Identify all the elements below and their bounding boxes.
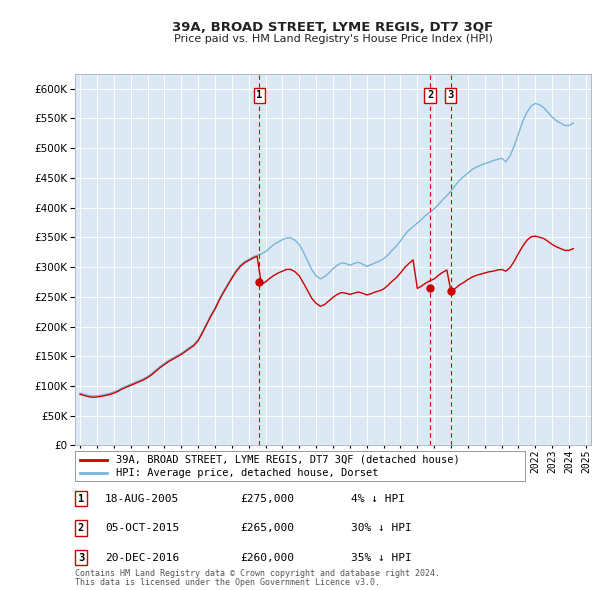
Text: 3: 3 [78, 553, 84, 562]
Text: 1: 1 [78, 494, 84, 503]
Text: £265,000: £265,000 [240, 523, 294, 533]
Text: Contains HM Land Registry data © Crown copyright and database right 2024.: Contains HM Land Registry data © Crown c… [75, 569, 440, 578]
Text: £260,000: £260,000 [240, 553, 294, 562]
Text: 18-AUG-2005: 18-AUG-2005 [105, 494, 179, 503]
Text: 39A, BROAD STREET, LYME REGIS, DT7 3QF: 39A, BROAD STREET, LYME REGIS, DT7 3QF [172, 21, 494, 34]
Text: 2: 2 [427, 90, 433, 100]
Text: This data is licensed under the Open Government Licence v3.0.: This data is licensed under the Open Gov… [75, 578, 380, 587]
Text: 20-DEC-2016: 20-DEC-2016 [105, 553, 179, 562]
Text: 4% ↓ HPI: 4% ↓ HPI [351, 494, 405, 503]
Text: £275,000: £275,000 [240, 494, 294, 503]
Text: Price paid vs. HM Land Registry's House Price Index (HPI): Price paid vs. HM Land Registry's House … [173, 34, 493, 44]
Text: 3: 3 [448, 90, 454, 100]
Text: HPI: Average price, detached house, Dorset: HPI: Average price, detached house, Dors… [115, 468, 378, 478]
Text: 1: 1 [256, 90, 262, 100]
Text: 35% ↓ HPI: 35% ↓ HPI [351, 553, 412, 562]
Text: 30% ↓ HPI: 30% ↓ HPI [351, 523, 412, 533]
Text: 2: 2 [78, 523, 84, 533]
Text: 05-OCT-2015: 05-OCT-2015 [105, 523, 179, 533]
Text: 39A, BROAD STREET, LYME REGIS, DT7 3QF (detached house): 39A, BROAD STREET, LYME REGIS, DT7 3QF (… [115, 455, 459, 464]
